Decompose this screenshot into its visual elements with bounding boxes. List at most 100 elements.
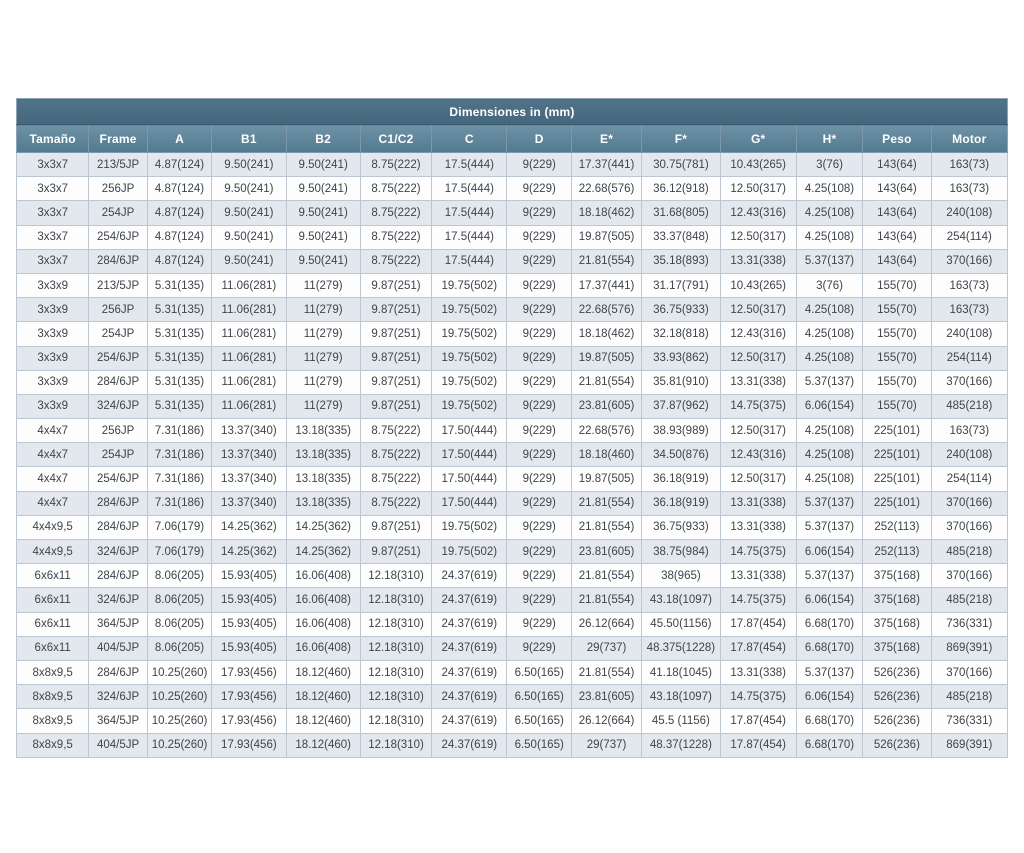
table-cell: 29(737) [570,732,643,758]
table-cell: 12.50(317) [719,176,797,202]
table-cell: 284/6JP [88,659,148,686]
table-cell: 8x8x9,5 [15,659,90,686]
table-cell: 240(108) [930,442,1009,468]
table-cell: 32.18(818) [641,321,721,347]
table-cell: 24.37(619) [431,611,508,637]
table-cell: 485(218) [930,587,1009,613]
column-header: B2 [285,124,361,153]
column-header-row: Tamaño Frame A B1 B2 C1/C2 C D E* F* G* H* Peso Motor [16,124,1008,153]
table-cell: 3x3x7 [15,200,90,226]
table-cell: 3x3x7 [15,224,90,250]
column-header: A [146,124,212,153]
table-cell: 6.06(154) [795,684,864,710]
table-cell: 9(229) [506,587,572,613]
table-cell: 45.5 (1156) [641,708,721,734]
table-cell: 143(64) [862,224,932,250]
table-cell: 9.50(241) [285,248,361,274]
table-row: 3x3x7 256JP 4.87(124) 9.50(241) 9.50(241) 8.7… [15,176,1009,202]
table-cell: 3(76) [795,151,864,178]
table-cell: 4.87(124) [146,200,213,226]
table-cell: 7.06(179) [146,538,213,565]
table-cell: 284/6JP [88,248,148,274]
table-cell: 17.5(444) [431,176,508,202]
table-cell: 17.50(444) [431,442,508,468]
table-cell: 38(965) [641,563,721,589]
table-cell: 8.06(205) [146,587,213,613]
table-cell: 869(391) [930,635,1009,661]
table-cell: 225(101) [862,442,932,468]
table-cell: 5.37(137) [795,563,864,589]
table-cell: 18.12(460) [285,732,361,758]
table-cell: 12.18(310) [359,587,433,613]
table-cell: 3x3x9 [15,393,90,420]
table-cell: 8.75(222) [359,490,433,516]
table-cell: 17.93(456) [211,708,287,734]
title-row: Dimensiones in (mm) [16,98,1008,125]
table-cell: 143(64) [862,176,932,202]
table-row: 3x3x7 254/6JP 4.87(124) 9.50(241) 9.50(241) 8… [15,224,1009,250]
table-cell: 3x3x7 [15,248,90,274]
table-cell: 13.37(340) [211,418,287,444]
table-cell: 12.43(316) [719,321,797,347]
table-cell: 4x4x7 [15,490,90,516]
table-cell: 225(101) [862,418,932,444]
table-cell: 8.06(205) [146,611,213,637]
table-cell: 375(168) [862,635,932,661]
table-cell: 17.87(454) [719,708,797,734]
table-cell: 36.75(933) [641,514,721,541]
table-cell: 5.37(137) [795,514,864,541]
table-cell: 9(229) [506,151,572,178]
table-cell: 12.50(317) [719,345,797,371]
table-cell: 15.93(405) [211,611,287,637]
column-header: C1/C2 [359,124,432,153]
table-cell: 9.50(241) [211,176,287,202]
column-header: Frame [88,124,148,153]
table-cell: 34.50(876) [641,442,721,468]
table-cell: 6.68(170) [795,732,864,758]
table-cell: 375(168) [862,563,932,589]
table-cell: 13.18(335) [285,490,361,516]
table-cell: 5.31(135) [146,393,213,420]
table-row: 8x8x9,5 284/6JP 10.25(260) 17.93(456) 18.12(… [15,659,1009,686]
table-cell: 19.75(502) [431,514,508,541]
table-cell: 17.50(444) [431,490,508,516]
table-cell: 526(236) [862,732,932,758]
table-cell: 6.06(154) [795,587,864,613]
table-cell: 24.37(619) [431,684,508,710]
table-cell: 9.87(251) [359,321,433,347]
column-header: D [506,124,572,153]
table-cell: 370(166) [930,659,1009,686]
table-cell: 526(236) [862,659,932,686]
table-cell: 8.75(222) [359,176,433,202]
table-cell: 3x3x9 [15,272,90,299]
table-cell: 17.5(444) [431,151,508,178]
table-cell: 48.37(1228) [641,732,721,758]
table-cell: 143(64) [862,200,932,226]
table-cell: 252(113) [862,538,932,565]
table-cell: 6.06(154) [795,393,864,420]
table-cell: 10.25(260) [146,684,213,710]
table-cell: 9.50(241) [211,224,287,250]
table-cell: 4.25(108) [795,176,864,202]
table-cell: 12.43(316) [719,200,797,226]
table-cell: 5.31(135) [146,345,213,371]
table-cell: 16.06(408) [285,611,361,637]
table-cell: 43.18(1097) [641,587,721,613]
table-cell: 24.37(619) [431,732,508,758]
table-cell: 19.87(505) [570,466,643,492]
table-cell: 7.31(186) [146,490,213,516]
table-cell: 9(229) [506,490,572,516]
table-row: 3x3x7 254JP 4.87(124) 9.50(241) 9.50(241) 8.7… [15,200,1009,226]
table-cell: 17.5(444) [431,224,508,250]
table-cell: 21.81(554) [570,490,643,516]
table-cell: 7.31(186) [146,442,213,468]
table-cell: 284/6JP [88,369,148,395]
table-cell: 3x3x7 [15,151,90,178]
table-cell: 23.81(605) [570,538,643,565]
table-cell: 12.18(310) [359,635,433,661]
table-cell: 8.75(222) [359,224,433,250]
table-cell: 4.25(108) [795,442,864,468]
column-header: Motor [930,124,1008,153]
table-cell: 23.81(605) [570,393,643,420]
table-cell: 370(166) [930,563,1009,589]
